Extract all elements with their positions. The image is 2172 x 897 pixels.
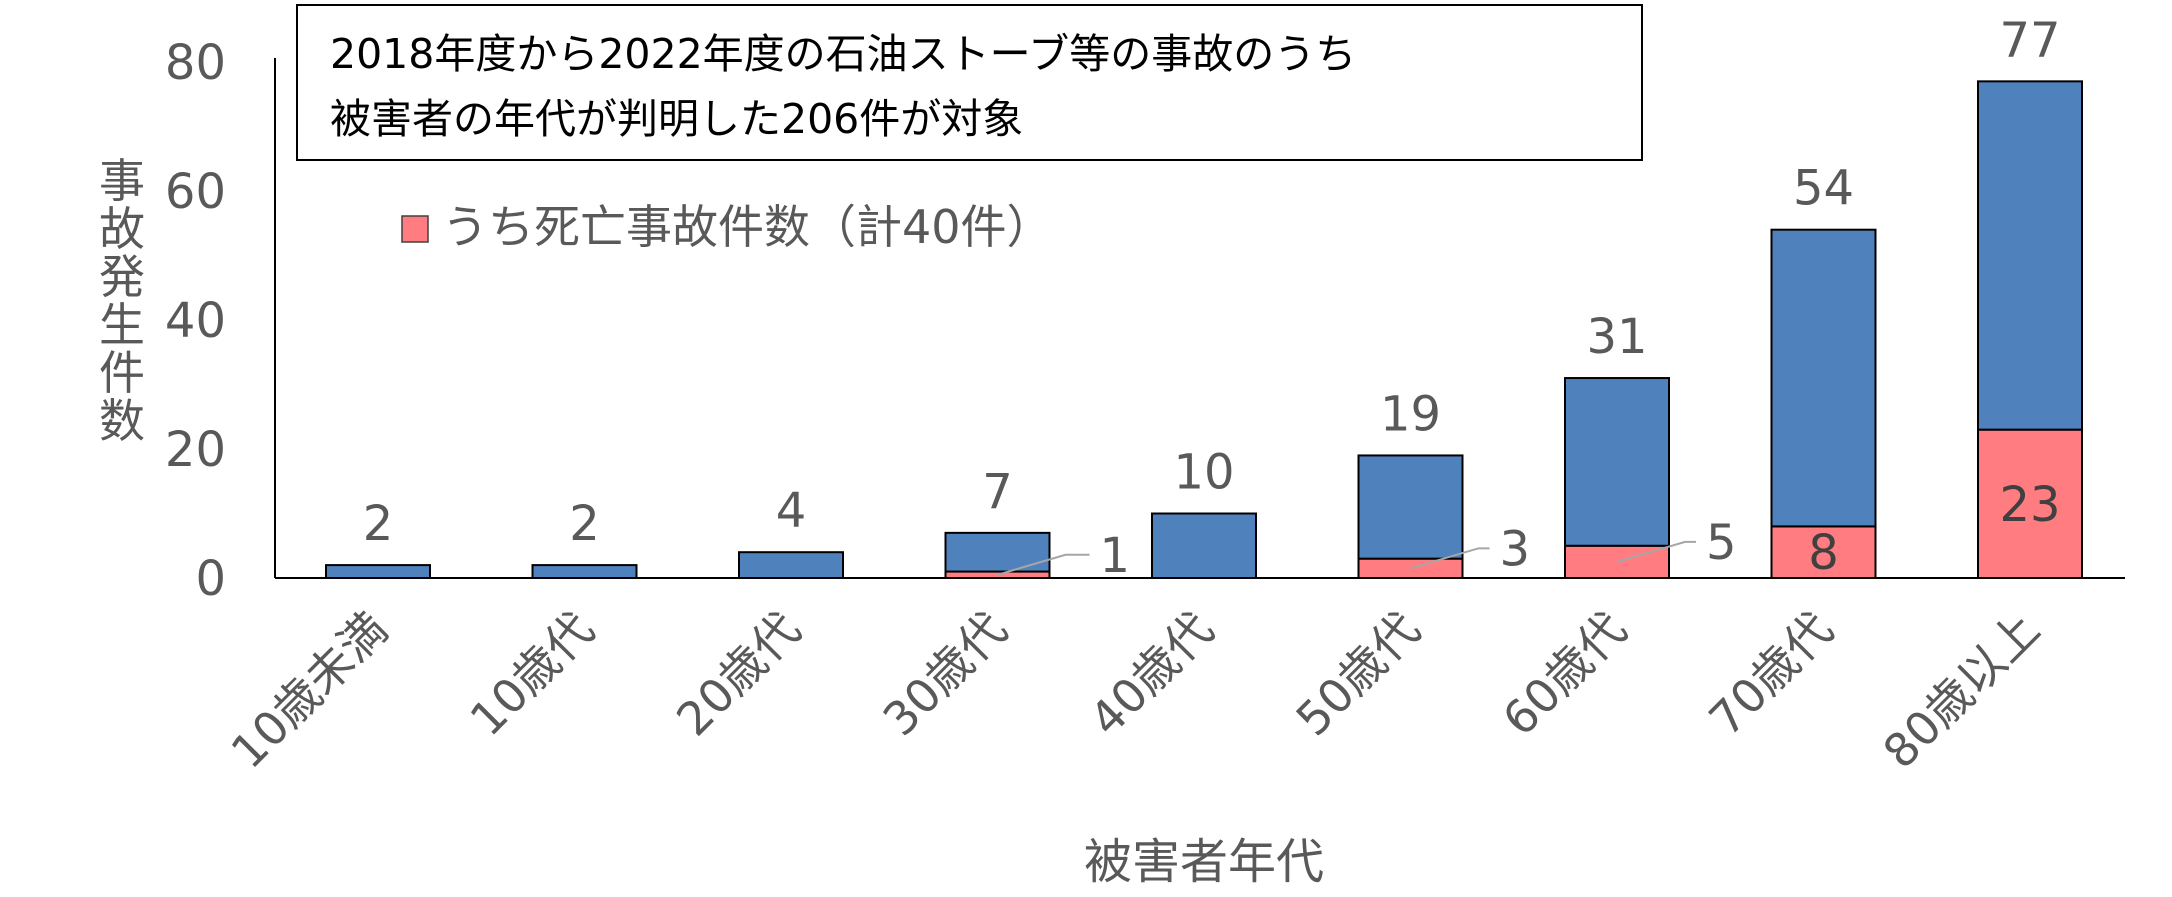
chart-title-box <box>296 4 1643 161</box>
x-tick-label: 70歳代 <box>1699 602 1844 747</box>
y-axis-label-char: 件 <box>99 346 145 400</box>
y-axis-label-char: 数 <box>99 394 145 448</box>
legend-label: うち死亡事故件数（計40件） <box>442 200 1053 254</box>
bar-total-label: 7 <box>982 464 1013 520</box>
bar-total-label: 54 <box>1793 161 1854 217</box>
bar-total-label: 77 <box>1999 12 2060 68</box>
x-tick-label: 60歳代 <box>1492 602 1637 747</box>
bar-other-segment <box>325 564 431 579</box>
bar-total-label: 19 <box>1380 386 1441 442</box>
fatal-label-leader-line <box>1410 547 1490 570</box>
bar-total-label: 31 <box>1586 309 1647 365</box>
fatal-label-leader-line <box>1616 540 1696 563</box>
bar-fatal-segment <box>1977 428 2083 579</box>
bar-other-segment <box>531 564 638 579</box>
bar-other-segment <box>1977 80 2083 431</box>
bar-fatal-label: 1 <box>1100 528 1131 584</box>
fatal-label-leader-line <box>997 553 1090 576</box>
bar-fatal-segment <box>1770 525 1877 580</box>
y-tick-label: 20 <box>165 422 226 478</box>
x-tick-label: 50歳代 <box>1286 602 1431 747</box>
bar-fatal-label: 3 <box>1500 521 1531 577</box>
bar-total-label: 2 <box>363 496 394 552</box>
bar-total-label: 10 <box>1173 445 1234 501</box>
bar-other-segment <box>1357 454 1464 560</box>
bar-fatal-label: 8 <box>1808 525 1839 581</box>
y-tick-label: 0 <box>195 551 226 607</box>
bar-fatal-label: 23 <box>1999 477 2060 533</box>
bar-fatal-label: 5 <box>1706 515 1737 571</box>
y-tick-label: 60 <box>165 164 226 220</box>
y-axis-label-char: 発 <box>99 250 145 304</box>
x-tick-label: 80歳以上 <box>1873 602 2050 779</box>
bar-other-segment <box>1151 512 1257 579</box>
chart-title-line-2: 被害者の年代が判明した206件が対象 <box>330 95 1023 143</box>
bar-total-label: 4 <box>776 483 807 539</box>
y-tick-label: 40 <box>165 293 226 349</box>
x-tick-label: 30歳代 <box>873 602 1018 747</box>
x-tick-label: 20歳代 <box>666 602 811 747</box>
x-tick-label: 10歳未満 <box>221 602 398 779</box>
x-axis-label: 被害者年代 <box>1084 834 1324 890</box>
bar-total-label: 2 <box>569 496 600 552</box>
bar-other-segment <box>944 531 1051 573</box>
y-axis-label-char: 生 <box>99 298 145 352</box>
x-tick-label: 10歳代 <box>460 602 605 747</box>
legend-swatch <box>401 215 429 243</box>
y-tick-label: 80 <box>165 35 226 91</box>
bar-other-segment <box>1770 228 1877 528</box>
y-axis-label-char: 故 <box>99 202 145 256</box>
chart-title-line-1: 2018年度から2022年度の石油ストーブ等の事故のうち <box>330 30 1356 78</box>
x-tick-label: 40歳代 <box>1079 602 1224 747</box>
y-axis-label-char: 事 <box>99 154 145 208</box>
bar-other-segment <box>1564 377 1670 547</box>
bar-other-segment <box>738 551 844 580</box>
